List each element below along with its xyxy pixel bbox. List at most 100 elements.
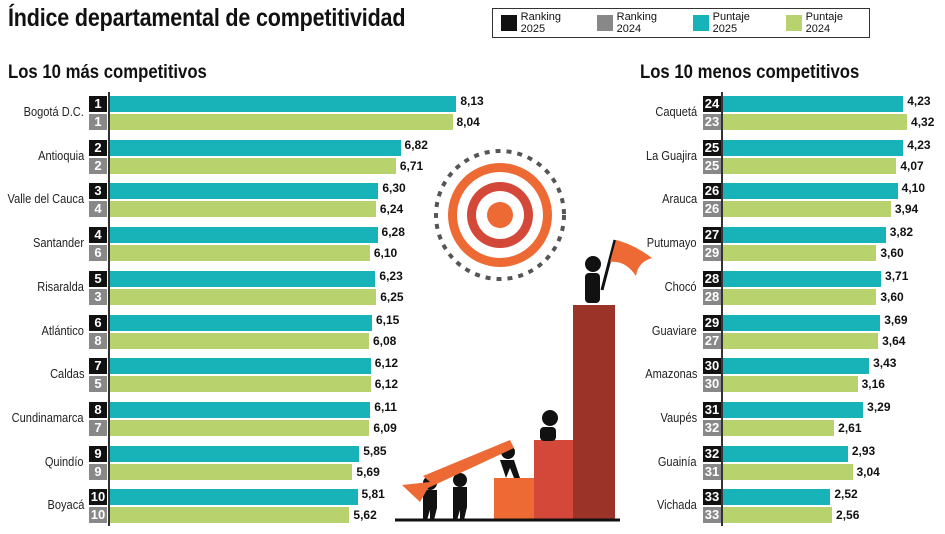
rank-2025: 10 (89, 489, 107, 506)
value-2024: 3,64 (882, 333, 906, 348)
rank-2025: 7 (89, 358, 107, 375)
rank-2025: 24 (703, 96, 721, 112)
value-2024: 3,60 (880, 246, 904, 261)
value-2024: 2,56 (836, 508, 860, 523)
value-2025: 3,29 (867, 399, 891, 414)
value-2024: 6,12 (374, 377, 399, 392)
bar-2024 (110, 463, 353, 480)
value-2024: 8,04 (456, 115, 480, 129)
department-name: Caquetá (655, 104, 697, 119)
value-2024: 3,04 (856, 464, 880, 479)
bar-2024 (110, 332, 369, 349)
rank-2025: 8 (89, 401, 107, 418)
bar-2024 (110, 157, 396, 174)
rank-2024: 32 (703, 419, 721, 436)
rank-2025: 9 (89, 445, 107, 462)
rank-2024: 8 (89, 332, 107, 349)
value-2025: 6,28 (381, 225, 405, 240)
legend-swatch (785, 15, 802, 31)
bar-2025 (110, 227, 378, 244)
rank-2024: 10 (89, 507, 107, 524)
bar-2025 (723, 401, 864, 418)
value-2025: 2,93 (851, 443, 876, 458)
bar-2025 (723, 270, 882, 287)
department-name: Antioquia (37, 147, 84, 163)
bar-2025 (723, 358, 870, 375)
department-name: Guainía (658, 453, 697, 469)
value-2024: 6,08 (373, 333, 397, 348)
bar-2024 (723, 507, 833, 524)
department-name: Vaupés (660, 409, 697, 425)
bar-2024 (723, 376, 858, 393)
rank-2024: 6 (89, 245, 107, 262)
value-2025: 6,12 (374, 356, 399, 371)
bar-2024 (110, 201, 376, 218)
rank-2025: 6 (89, 314, 107, 331)
value-2024: 6,10 (373, 246, 398, 261)
podium-icon (395, 305, 620, 522)
rank-2024: 1 (89, 114, 107, 130)
bar-2025 (110, 139, 401, 156)
value-2024: 6,09 (373, 420, 397, 435)
department-name: Santander (33, 235, 84, 251)
legend-item: Puntaje 2024 (785, 11, 869, 35)
department-name: Bogotá D.C. (23, 104, 84, 119)
bar-2025 (110, 270, 376, 287)
rank-2024: 30 (703, 376, 721, 393)
bar-2024 (110, 288, 377, 305)
bar-2025 (723, 489, 831, 506)
bar-2024 (723, 245, 877, 262)
bar-2024 (723, 288, 877, 305)
value-2025: 8,13 (460, 94, 484, 108)
bar-2024 (110, 114, 453, 130)
rank-2025: 1 (89, 96, 107, 112)
value-2025: 6,23 (379, 268, 403, 283)
legend-item: Puntaje 2025 (692, 11, 776, 35)
value-2025: 3,69 (884, 312, 908, 327)
bar-2025 (723, 139, 904, 156)
value-2025: 3,43 (873, 356, 897, 371)
value-2025: 6,82 (404, 137, 428, 152)
value-2025: 6,11 (374, 399, 397, 414)
rank-2025: 26 (703, 183, 721, 200)
bar-2025 (110, 401, 371, 418)
value-2025: 6,15 (375, 312, 400, 327)
department-name: Chocó (665, 278, 697, 294)
rank-2024: 28 (703, 288, 721, 305)
rank-2024: 23 (703, 114, 721, 130)
rank-2025: 27 (703, 227, 721, 244)
rank-2024: 7 (89, 419, 107, 436)
rank-2025: 2 (89, 139, 107, 156)
value-2024: 6,71 (399, 158, 424, 173)
competition-illustration (395, 149, 652, 522)
rank-2024: 2 (89, 157, 107, 174)
value-2024: 4,07 (900, 158, 924, 173)
legend-label: Ranking 2024 (616, 11, 657, 35)
bar-2024 (110, 245, 370, 262)
legend-item: Ranking 2024 (596, 11, 683, 35)
flag-icon (600, 239, 652, 291)
rank-2024: 9 (89, 463, 107, 480)
bar-2024 (723, 463, 853, 480)
legend-swatch (501, 15, 517, 31)
bar-2025 (110, 183, 379, 200)
rank-2025: 28 (703, 270, 721, 287)
bar-2025 (110, 314, 372, 331)
rank-2024: 27 (703, 332, 721, 349)
bar-2025 (723, 227, 886, 244)
value-2025: 4,23 (907, 137, 931, 152)
chart-title-top: Los 10 más competitivos (8, 62, 207, 83)
value-2025: 4,10 (901, 181, 926, 196)
legend-label: Ranking 2025 (520, 11, 561, 35)
department-name: Vichada (657, 497, 697, 513)
bar-2024 (110, 419, 370, 436)
legend-label: Puntaje 2025 (712, 11, 750, 35)
value-2025: 6,30 (382, 181, 406, 196)
department-name: La Guajira (646, 147, 697, 163)
bar-2025 (110, 96, 457, 112)
bar-2025 (723, 314, 881, 331)
rank-2025: 33 (703, 489, 721, 506)
value-2024: 3,16 (861, 377, 885, 392)
department-name: Guaviare (652, 322, 697, 338)
value-2024: 5,62 (353, 508, 377, 523)
